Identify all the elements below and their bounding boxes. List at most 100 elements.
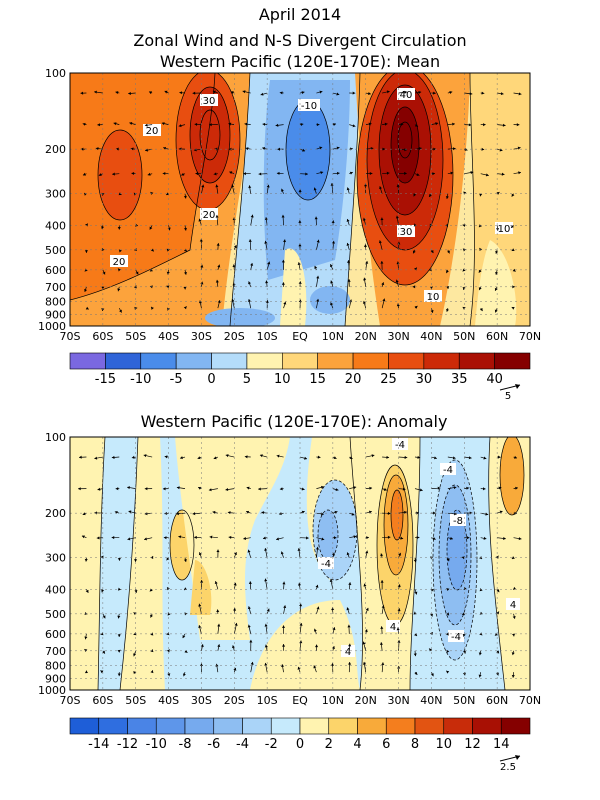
vector-arrowhead-icon [183, 306, 187, 310]
vector-arrowhead-icon [387, 535, 391, 539]
mean-panel-title: Western Pacific (120E-170E): Mean [160, 52, 440, 71]
vector-arrowhead-icon [429, 193, 432, 197]
vector-arrowhead-icon [450, 536, 453, 540]
colorbar-tick-label: 0 [207, 372, 215, 387]
vector-arrowhead-icon [279, 487, 283, 491]
x-tick-label: 20N [355, 330, 377, 343]
colorbar-swatch [357, 717, 387, 735]
vector-arrowhead-icon [119, 249, 122, 253]
vector-arrowhead-icon [432, 172, 435, 176]
svg-text:10: 10 [427, 292, 440, 303]
vector-arrowhead-icon [479, 308, 483, 312]
vector-arrowhead-icon [166, 271, 170, 275]
vector-arrowhead-icon [164, 455, 168, 459]
vector-arrowhead-icon [445, 196, 449, 199]
vector-arrowhead-icon [349, 456, 353, 459]
contour-line [469, 73, 475, 326]
vector-arrowhead-icon [502, 123, 506, 127]
vector-arrowhead-icon [198, 218, 202, 222]
vector-arrowhead-icon [511, 652, 515, 656]
vector-arrowhead-icon [446, 649, 450, 653]
colorbar-tick-label: 10 [435, 737, 452, 752]
vector-arrowhead-icon [276, 454, 280, 458]
vector-arrowhead-icon [416, 536, 420, 540]
vector-arrowhead-icon [113, 122, 117, 126]
vector-arrowhead-icon [315, 546, 319, 550]
vector-arrowhead-icon [469, 92, 473, 96]
svg-text:-10: -10 [301, 101, 317, 112]
vector-arrowhead-icon [437, 486, 441, 490]
vector-arrowhead-icon [330, 663, 335, 666]
vector-arrowhead-icon [247, 299, 251, 302]
vector-arrowhead-icon [166, 248, 170, 252]
vector-arrowhead-icon [184, 649, 188, 653]
vector-arrowhead-icon [335, 488, 339, 492]
vector-arrowhead-icon [404, 510, 407, 514]
svg-text:4: 4 [390, 622, 396, 633]
vector-arrowhead-icon [352, 124, 356, 128]
vector-arrowhead-icon [331, 240, 336, 244]
vector-arrowhead-icon [281, 625, 286, 628]
vector-arrowhead-icon [299, 623, 303, 626]
y-tick-label: 1000 [38, 684, 66, 697]
vector-arrowhead-icon [301, 487, 305, 491]
vector-arrowhead-icon [183, 195, 187, 199]
anomaly-nh-midlat-core [447, 510, 467, 590]
anomaly-panel-title: Western Pacific (120E-170E): Anomaly [141, 412, 448, 431]
vector-arrowhead-icon [351, 512, 355, 516]
vector-arrowhead-icon [215, 663, 219, 667]
x-tick-label: 40S [158, 330, 179, 343]
colorbar-tick-label: 8 [411, 737, 419, 752]
vector-arrowhead-icon [297, 582, 302, 586]
vector-arrowhead-icon [365, 550, 369, 554]
vector-arrowhead-icon [166, 649, 170, 653]
vector-arrowhead-icon [217, 264, 221, 268]
contour-label: 40 [397, 88, 415, 101]
vector-arrowhead-icon [518, 171, 521, 175]
x-tick-label: 60N [486, 330, 508, 343]
vector-arrowhead-icon [114, 511, 118, 514]
vector-arrowhead-icon [382, 298, 386, 302]
vector-arrowhead-icon [234, 622, 238, 626]
vector-arrowhead-icon [261, 511, 265, 515]
vector-arrowhead-icon [192, 91, 196, 95]
contour-line [97, 129, 143, 221]
vector-arrowhead-icon [102, 615, 106, 619]
y-tick-label: 800 [45, 295, 66, 308]
vector-arrowhead-icon [430, 613, 433, 617]
vector-arrowhead-icon [446, 670, 450, 674]
vector-arrowhead-icon [331, 220, 335, 224]
vector-arrowhead-icon [479, 193, 483, 197]
vector-arrowhead-icon [264, 548, 268, 551]
vector-arrowhead-icon [250, 214, 254, 218]
vector-arrowhead-icon [297, 666, 301, 670]
vector-arrowhead-icon [336, 146, 340, 150]
x-tick-label: 30N [387, 330, 409, 343]
vector-arrowhead-icon [200, 281, 204, 285]
vector-arrowhead-icon [150, 614, 153, 618]
vector-arrowhead-icon [379, 186, 383, 190]
anomaly-colorbar: -14 -12 -10 -8 -6 -4 -2 0 2 4 6 8 10 12 14 [69, 717, 531, 752]
vector-arrowhead-icon [182, 635, 186, 639]
svg-text:4: 4 [510, 600, 516, 611]
vector-arrowhead-icon [402, 487, 406, 491]
vector-arrowhead-icon [398, 552, 402, 556]
vector-arrowhead-icon [79, 455, 82, 459]
vector-arrowhead-icon [198, 603, 202, 607]
vector-arrowhead-icon [348, 582, 352, 586]
vector-arrowhead-icon [248, 185, 252, 189]
vector-arrowhead-icon [346, 552, 350, 556]
vector-arrowhead-icon [346, 219, 350, 222]
vector-arrowhead-icon [131, 455, 135, 459]
vector-arrowhead-icon [198, 625, 202, 628]
svg-text:30: 30 [203, 96, 216, 107]
vector-arrowhead-icon [144, 123, 148, 127]
contour-label: 20 [110, 255, 128, 268]
vector-arrowhead-icon [306, 536, 309, 540]
vector-arrowhead-icon [518, 92, 522, 96]
reference-arrowhead-icon [515, 384, 520, 389]
x-tick-label: 10N [322, 330, 344, 343]
colorbar-tick-label: -6 [207, 737, 220, 752]
vector-arrowhead-icon [315, 584, 319, 588]
vector-arrowhead-icon [151, 306, 154, 310]
